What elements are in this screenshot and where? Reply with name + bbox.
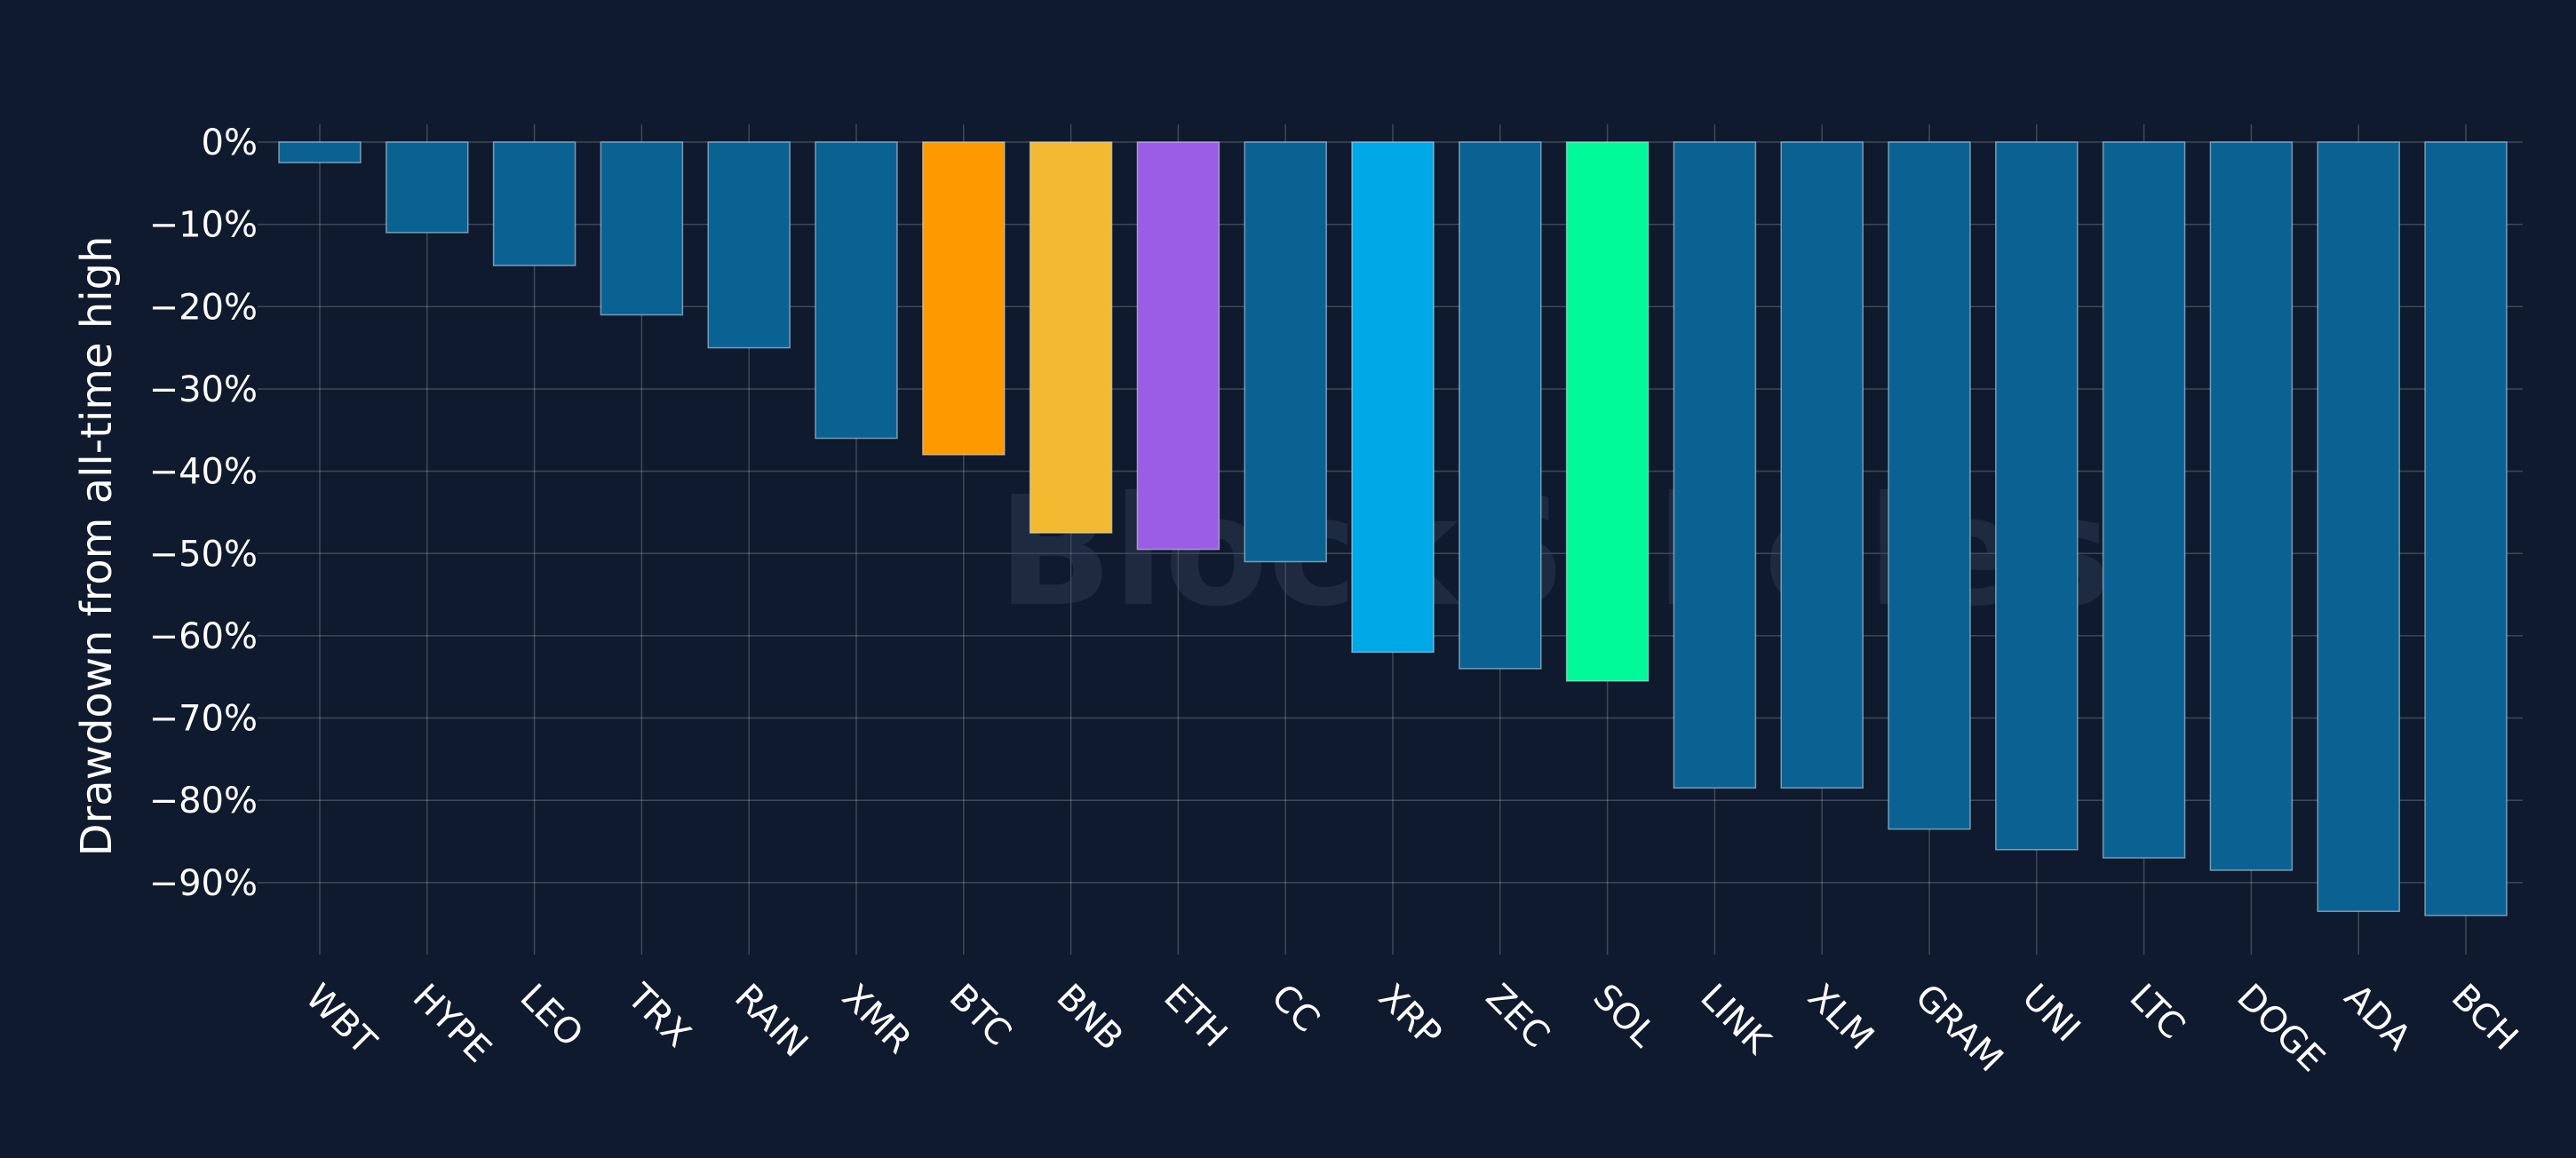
x-tick-label: CC [1263,977,1327,1041]
x-tick-label: DOGE [2229,977,2332,1080]
x-tick-label: XMR [834,977,919,1062]
x-tick-label: LINK [1692,977,1779,1064]
x-tick-label: ETH [1156,977,1235,1056]
x-tick-label: XRP [1371,977,1450,1056]
x-tick-label: LTC [2122,977,2193,1048]
x-tick-label: UNI [2015,977,2088,1051]
bar-bnb [1029,141,1113,534]
y-axis-ticks: 0% −10% −20% −30% −40% −50% −60% −70% −80% −90% [149,123,258,904]
x-tick-label: RAIN [727,977,815,1066]
bar-gram [1888,141,1971,830]
bar-ada [2317,141,2400,913]
bar-xrp [1351,141,1435,654]
bar-btc [922,141,1006,456]
bar-wbt [278,141,362,163]
y-tick-label: −80% [149,781,258,821]
x-tick-label: XLM [1800,977,1881,1059]
y-tick-label: −90% [149,863,258,904]
y-tick-label: −20% [149,287,258,328]
y-axis-label: Drawdown from all-time high [72,236,122,857]
y-tick-label: −30% [149,369,258,410]
x-tick-label: WBT [298,977,385,1064]
x-tick-label: TRX [619,976,699,1056]
bar-ltc [2102,141,2186,859]
bar-leo [492,141,576,266]
bar-trx [600,141,684,316]
bar-link [1673,141,1757,789]
y-tick-label: 0% [202,123,258,163]
y-tick-label: −40% [149,452,258,493]
x-tick-label: BNB [1049,977,1131,1059]
bar-sol [1565,141,1650,682]
x-tick-label: BTC [942,977,1019,1054]
x-tick-label: BCH [2444,977,2525,1059]
bar-xmr [815,141,898,440]
bar-eth [1136,141,1220,551]
y-tick-label: −10% [149,205,258,246]
bar-xlm [1780,141,1864,789]
bars [278,141,2508,916]
bar-rain [707,141,791,349]
x-tick-label: SOL [1586,977,1665,1056]
x-tick-label: LEO [513,977,591,1055]
x-tick-label: HYPE [405,977,499,1071]
bar-uni [1995,141,2079,851]
x-axis-ticks: WBT HYPE LEO TRX RAIN XMR BTC BNB ETH CC XRP ZEC SOL… [298,976,2525,1080]
bar-doge [2209,141,2294,871]
bar-hype [386,141,469,234]
y-tick-label: −50% [149,534,258,575]
x-tick-label: ADA [2336,977,2419,1059]
bar-cc [1244,141,1327,563]
y-tick-label: −70% [149,699,258,740]
x-tick-label: ZEC [1478,977,1558,1057]
bar-zec [1459,141,1542,670]
x-tick-label: GRAM [1907,977,2011,1081]
bar-bch [2424,141,2508,916]
y-tick-label: −60% [149,616,258,657]
